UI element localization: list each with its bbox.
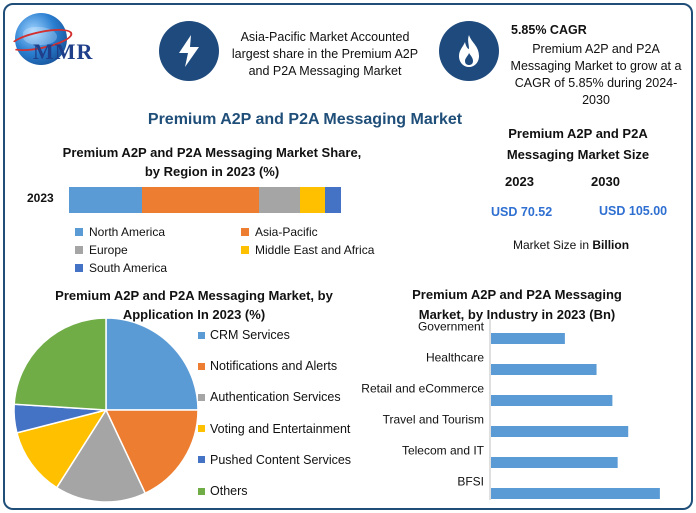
market-size-year-2030: 2030 bbox=[591, 174, 620, 189]
application-legend-item: Others bbox=[198, 484, 248, 498]
industry-bar-retail-and-ecommerce bbox=[491, 395, 613, 406]
legend-label: South America bbox=[89, 261, 168, 275]
region-legend-item: Europe bbox=[75, 243, 128, 257]
industry-category-label: Healthcare bbox=[426, 351, 484, 365]
legend-swatch bbox=[241, 246, 249, 254]
region-chart-title: Premium A2P and P2A Messaging Market Sha… bbox=[62, 145, 362, 179]
legend-swatch bbox=[198, 362, 205, 370]
market-size-unit: Market Size in Billion bbox=[513, 238, 629, 252]
flame-icon bbox=[439, 21, 499, 81]
application-legend-item: Voting and Entertainment bbox=[198, 422, 350, 436]
legend-label: Others bbox=[210, 484, 248, 498]
industry-bar-telecom-and-it bbox=[491, 457, 618, 468]
industry-category-label: Travel and Tourism bbox=[383, 413, 484, 427]
industry-bar-bfsi bbox=[491, 488, 660, 499]
region-bar-segment-south-america bbox=[324, 187, 341, 213]
legend-label: Pushed Content Services bbox=[210, 452, 352, 467]
header-left-text: Asia-Pacific Market Accounted largest sh… bbox=[231, 30, 419, 78]
industry-category-label: Government bbox=[418, 320, 485, 334]
region-bar-segment-europe bbox=[259, 187, 301, 213]
legend-swatch bbox=[241, 228, 249, 236]
legend-label: Voting and Entertainment bbox=[210, 421, 351, 436]
legend-label: Authentication Services bbox=[210, 390, 341, 405]
industry-bar-travel-and-tourism bbox=[491, 426, 629, 437]
region-bar-segment-middle-east-and-africa bbox=[300, 187, 325, 213]
logo-text: MMR bbox=[33, 39, 94, 64]
legend-swatch bbox=[198, 331, 205, 339]
logo-globe-icon bbox=[15, 13, 67, 65]
legend-swatch bbox=[75, 228, 83, 236]
industry-chart-title: Premium A2P and P2A Messaging Market, by… bbox=[412, 287, 622, 322]
legend-label: Middle East and Africa bbox=[255, 243, 375, 257]
industry-category-label: Telecom and IT bbox=[402, 444, 485, 458]
pie-slice-others bbox=[13, 317, 107, 411]
industry-category-label: Retail and eCommerce bbox=[361, 382, 484, 396]
industry-bar-healthcare bbox=[491, 364, 597, 375]
main-title: Premium A2P and P2A Messaging Market bbox=[147, 111, 463, 128]
legend-swatch bbox=[198, 393, 205, 401]
cagr-text: Premium A2P and P2A Messaging Market to … bbox=[510, 42, 682, 107]
region-legend-item: Middle East and Africa bbox=[241, 243, 374, 257]
application-pie-chart bbox=[13, 317, 199, 503]
industry-bar-government bbox=[491, 333, 565, 344]
legend-label: North America bbox=[89, 225, 166, 239]
industry-bar-chart: Government Healthcare Retail and eCommerce… bbox=[361, 319, 660, 500]
application-legend-item: Notifications and Alerts bbox=[198, 359, 337, 373]
market-size-title: Premium A2P and P2A Messaging Market Siz… bbox=[506, 126, 650, 162]
application-legend-item: CRM Services bbox=[198, 328, 290, 342]
region-legend-item: South America bbox=[75, 261, 167, 275]
market-size-year-2023: 2023 bbox=[505, 174, 534, 189]
market-size-unit-bold: Billion bbox=[592, 238, 630, 252]
lightning-icon bbox=[159, 21, 219, 81]
pie-slice-authentication-services bbox=[55, 408, 147, 503]
legend-swatch bbox=[75, 264, 83, 272]
legend-label: Asia-Pacific bbox=[255, 225, 318, 239]
legend-label: Europe bbox=[89, 243, 128, 257]
region-legend-item: Asia-Pacific bbox=[241, 225, 318, 239]
legend-label: Notifications and Alerts bbox=[210, 359, 338, 374]
pie-slice-notifications-and-alerts bbox=[104, 409, 199, 495]
market-size-value-2023: USD 70.52 bbox=[491, 205, 553, 219]
region-bar-category: 2023 bbox=[27, 191, 54, 205]
market-size-unit-prefix: Market Size in bbox=[513, 238, 593, 252]
legend-swatch bbox=[198, 487, 205, 495]
application-legend-item: Pushed Content Services bbox=[198, 453, 351, 467]
legend-swatch bbox=[198, 425, 205, 433]
legend-swatch bbox=[75, 246, 83, 254]
region-legend-item: North America bbox=[75, 225, 165, 239]
pie-slice-crm-services bbox=[105, 317, 199, 411]
market-size-value-2030: USD 105.00 bbox=[599, 204, 668, 218]
infographic-frame: MMR Asia-Pacific Market Accounted larges… bbox=[3, 3, 693, 510]
cagr-title: 5.85% CAGR bbox=[511, 23, 587, 37]
legend-swatch bbox=[198, 456, 205, 464]
region-stacked-bar bbox=[69, 187, 341, 213]
application-chart-title: Premium A2P and P2A Messaging Market, by… bbox=[55, 288, 333, 322]
application-legend-item: Authentication Services bbox=[198, 390, 341, 404]
region-bar-segment-north-america bbox=[69, 187, 143, 213]
legend-label: CRM Services bbox=[210, 328, 290, 342]
industry-category-label: BFSI bbox=[457, 475, 484, 489]
region-bar-segment-asia-pacific bbox=[142, 187, 260, 213]
pie-slice-voting-and-entertainment bbox=[15, 408, 108, 489]
